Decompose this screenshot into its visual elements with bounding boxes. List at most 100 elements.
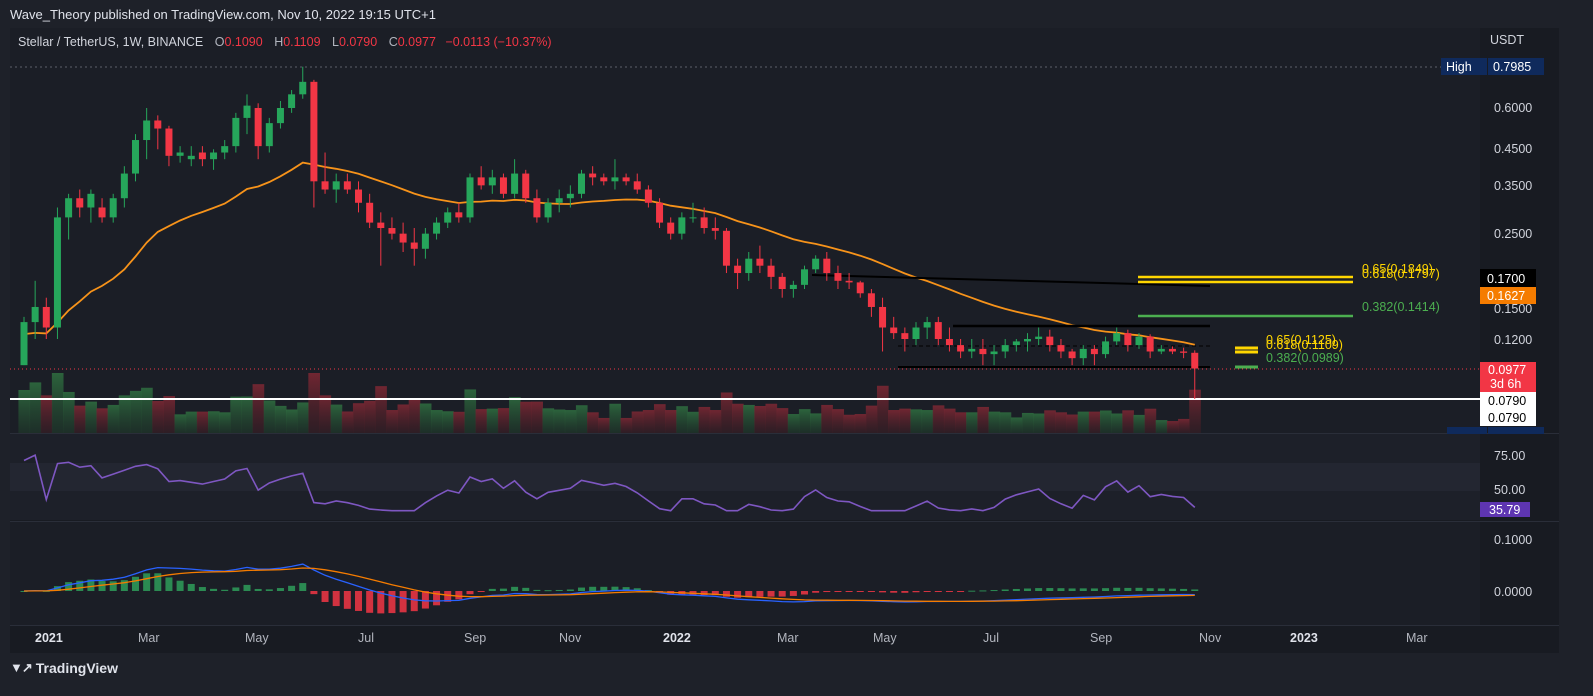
macd-histogram-bar <box>622 587 630 591</box>
volume-bar <box>587 412 599 433</box>
macd-histogram-bar <box>1124 587 1132 591</box>
price-pane[interactable] <box>10 28 1480 433</box>
macd-histogram-bar <box>756 591 764 597</box>
volume-bar <box>732 403 744 433</box>
rsi-tick: 75.00 <box>1494 449 1525 463</box>
candle-body <box>288 94 296 108</box>
candle-body <box>845 280 853 283</box>
candle-body <box>1124 333 1132 346</box>
line-value: 0.0790 <box>1488 411 1526 425</box>
countdown: 3d 6h <box>1490 377 1521 391</box>
candle-body <box>265 123 273 147</box>
macd-histogram-bar <box>366 591 374 613</box>
macd-histogram-bar <box>288 585 296 591</box>
macd-histogram-bar <box>65 582 73 591</box>
small-fib-0382-label: 0.382(0.0989) <box>1266 351 1344 365</box>
macd-pane[interactable] <box>10 522 1480 625</box>
volume-bar <box>419 403 432 433</box>
macd-histogram-bar <box>801 591 808 595</box>
volume-bar <box>709 410 722 433</box>
candle-body <box>310 81 318 182</box>
macd-histogram-bar <box>789 591 797 596</box>
candle-body <box>1180 351 1188 353</box>
time-tick: Mar <box>1406 631 1428 645</box>
close-label: C <box>388 35 398 49</box>
macd-histogram-bar <box>578 587 585 591</box>
volume-bar <box>754 405 766 433</box>
candle-body <box>53 217 61 328</box>
candle-body <box>1012 341 1020 346</box>
macd-histogram-bar <box>176 580 184 591</box>
macd-histogram-bar <box>232 587 240 591</box>
candle-body <box>455 212 463 218</box>
candle-body <box>176 152 184 156</box>
level-value: 0.1700 <box>1487 272 1525 286</box>
macd-histogram-bar <box>243 584 251 591</box>
time-axis[interactable]: 2021 Mar May Jul Sep Nov 2022 Mar May Ju… <box>35 631 1428 645</box>
macd-layer <box>20 563 1199 614</box>
candle-body <box>890 327 898 334</box>
volume-bar <box>520 401 532 433</box>
line-value-box <box>1480 392 1536 409</box>
volume-bar <box>999 412 1012 433</box>
volume-bar <box>720 392 733 433</box>
macd-histogram-bar <box>1035 588 1043 591</box>
ema-layer <box>23 161 1195 346</box>
level-box <box>1480 269 1536 287</box>
time-tick: May <box>873 631 897 645</box>
high-label: High <box>1446 60 1472 74</box>
macd-histogram-bar <box>1157 588 1165 591</box>
macd-histogram-bar <box>377 591 385 614</box>
volume-bar <box>453 411 465 433</box>
drawings-layer[interactable] <box>10 274 1480 400</box>
chart-canvas[interactable]: 0.65(0.1849) 0.618(0.1797) 0.382(0.1414)… <box>10 28 1559 653</box>
volume-bar <box>843 414 856 433</box>
candles-layer[interactable] <box>20 66 1199 400</box>
chart-frame[interactable]: 0.65(0.1849) 0.618(0.1797) 0.382(0.1414)… <box>10 28 1559 653</box>
volume-bar <box>932 405 945 433</box>
candle-body <box>544 202 552 218</box>
candle-body <box>1168 348 1176 352</box>
macd-histogram-bar <box>968 590 976 592</box>
change-value: −0.0113 (−10.37%) <box>445 35 552 49</box>
tradingview-brand[interactable]: ▼↗ TradingView <box>10 660 118 676</box>
volume-bar <box>207 411 220 433</box>
macd-histogram-bar <box>957 591 965 592</box>
volume-bar <box>85 401 97 433</box>
candle-body <box>689 217 697 219</box>
macd-axis[interactable]: 0.1000 0.0000 <box>1494 533 1532 599</box>
price-tick: 0.4500 <box>1494 142 1532 156</box>
ema-value: 0.1627 <box>1487 289 1525 303</box>
macd-histogram-bar <box>700 591 708 596</box>
volume-bar <box>185 411 198 433</box>
volume-bar <box>955 412 967 433</box>
volume-bar <box>430 410 443 433</box>
trendline[interactable] <box>811 274 1211 287</box>
candle-body <box>912 327 920 339</box>
price-tick: 0.6000 <box>1494 101 1532 115</box>
candle-body <box>879 306 887 328</box>
candle-body <box>1135 336 1143 346</box>
close-value: 0.0977 <box>397 35 436 49</box>
line-value: 0.0790 <box>1488 394 1526 408</box>
macd-histogram-bar <box>1001 589 1009 591</box>
candle-body <box>578 173 585 194</box>
candle-body <box>767 265 775 277</box>
open-value: 0.1090 <box>224 35 263 49</box>
candle-body <box>76 198 84 208</box>
macd-histogram-bar <box>210 588 218 591</box>
macd-histogram-bar <box>444 591 452 602</box>
rsi-axis[interactable]: 75.00 50.00 35.79 <box>1480 449 1530 517</box>
macd-histogram-bar <box>934 591 942 592</box>
candle-body <box>243 105 251 118</box>
candle-body <box>756 258 764 266</box>
volume-bar <box>620 417 633 433</box>
price-axis[interactable]: USDT High 0.7985 0.6000 0.4500 0.3500 0.… <box>1441 33 1544 434</box>
candle-body <box>700 217 708 229</box>
macd-histogram-bar <box>20 591 28 592</box>
symbol-legend[interactable]: Stellar / TetherUS, 1W, BINANCE O0.1090 … <box>18 35 552 49</box>
macd-histogram-bar <box>399 591 407 613</box>
candle-body <box>1057 345 1065 352</box>
candle-body <box>511 173 519 194</box>
volume-bar <box>274 405 287 433</box>
